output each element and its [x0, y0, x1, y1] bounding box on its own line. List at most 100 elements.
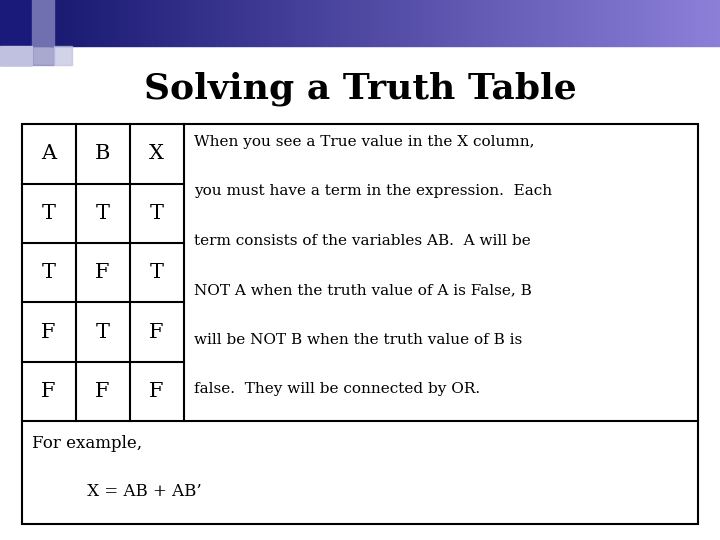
Bar — [478, 0, 481, 46]
Bar — [81, 0, 84, 46]
Bar — [74, 0, 77, 46]
Bar — [690, 0, 693, 46]
Text: you must have a term in the expression.  Each: you must have a term in the expression. … — [194, 185, 552, 199]
Bar — [622, 0, 626, 46]
Bar — [313, 0, 316, 46]
Bar — [107, 0, 111, 46]
Bar — [400, 0, 404, 46]
Bar — [535, 0, 539, 46]
Bar — [192, 0, 195, 46]
Bar — [111, 0, 114, 46]
Bar — [541, 0, 545, 46]
Bar — [141, 0, 145, 46]
Bar — [296, 0, 300, 46]
Bar — [249, 0, 252, 46]
Text: false.  They will be connected by OR.: false. They will be connected by OR. — [194, 382, 480, 396]
Bar — [390, 0, 394, 46]
Bar — [431, 0, 434, 46]
Bar — [643, 0, 646, 46]
Bar — [212, 0, 215, 46]
Bar — [370, 0, 374, 46]
Bar — [292, 0, 296, 46]
Bar — [151, 0, 155, 46]
Bar — [575, 0, 579, 46]
Bar — [387, 0, 390, 46]
Bar — [354, 0, 356, 46]
Bar — [356, 0, 360, 46]
Bar — [525, 0, 528, 46]
Bar — [276, 0, 279, 46]
Bar — [282, 0, 286, 46]
Bar — [209, 0, 212, 46]
Bar — [714, 0, 716, 46]
Bar — [364, 0, 366, 46]
Bar — [599, 0, 602, 46]
Bar — [552, 0, 555, 46]
Bar — [235, 0, 239, 46]
Bar — [693, 0, 696, 46]
Bar — [417, 0, 420, 46]
Bar — [539, 0, 541, 46]
Bar — [602, 0, 606, 46]
Bar — [289, 0, 292, 46]
Text: A: A — [41, 144, 56, 164]
Bar — [161, 0, 165, 46]
Bar — [215, 0, 219, 46]
Text: F: F — [41, 322, 56, 342]
Bar — [632, 0, 636, 46]
Bar — [279, 0, 282, 46]
Text: F: F — [41, 382, 56, 401]
Bar — [447, 0, 451, 46]
Bar — [306, 0, 310, 46]
Bar — [592, 0, 595, 46]
Bar — [259, 0, 262, 46]
Bar — [653, 0, 656, 46]
Bar — [703, 0, 706, 46]
Bar — [666, 0, 670, 46]
Text: For example,: For example, — [32, 435, 143, 451]
Bar — [181, 0, 185, 46]
Bar — [589, 0, 592, 46]
Bar — [0, 0, 32, 65]
Bar — [67, 0, 71, 46]
Bar — [50, 0, 54, 46]
Bar — [609, 0, 612, 46]
Bar — [84, 0, 87, 46]
Bar — [175, 0, 179, 46]
Text: X = AB + AB’: X = AB + AB’ — [61, 483, 202, 500]
Bar — [495, 0, 498, 46]
Text: NOT A when the truth value of A is False, B: NOT A when the truth value of A is False… — [194, 284, 532, 298]
Bar — [94, 0, 97, 46]
Bar — [394, 0, 397, 46]
Text: B: B — [95, 144, 110, 164]
Bar — [612, 0, 616, 46]
Bar — [710, 0, 714, 46]
Bar — [511, 0, 515, 46]
Bar — [366, 0, 370, 46]
Bar — [330, 0, 333, 46]
Bar — [549, 0, 552, 46]
Bar — [32, 0, 54, 46]
Bar — [60, 0, 64, 46]
Bar — [57, 0, 60, 46]
Bar — [360, 0, 364, 46]
Bar — [239, 0, 242, 46]
Bar — [407, 0, 410, 46]
Bar — [606, 0, 609, 46]
Bar — [158, 0, 161, 46]
Text: When you see a True value in the X column,: When you see a True value in the X colum… — [194, 135, 535, 149]
Text: term consists of the variables AB.  A will be: term consists of the variables AB. A wil… — [194, 234, 531, 248]
Bar — [629, 0, 632, 46]
Bar — [485, 0, 488, 46]
Bar — [131, 0, 135, 46]
Bar — [501, 0, 505, 46]
Bar — [54, 0, 57, 46]
Bar — [639, 0, 643, 46]
Bar — [117, 0, 121, 46]
Bar — [269, 0, 272, 46]
Bar — [696, 0, 700, 46]
Bar — [346, 0, 350, 46]
Bar — [508, 0, 511, 46]
Bar — [0, 46, 32, 65]
Bar — [616, 0, 619, 46]
